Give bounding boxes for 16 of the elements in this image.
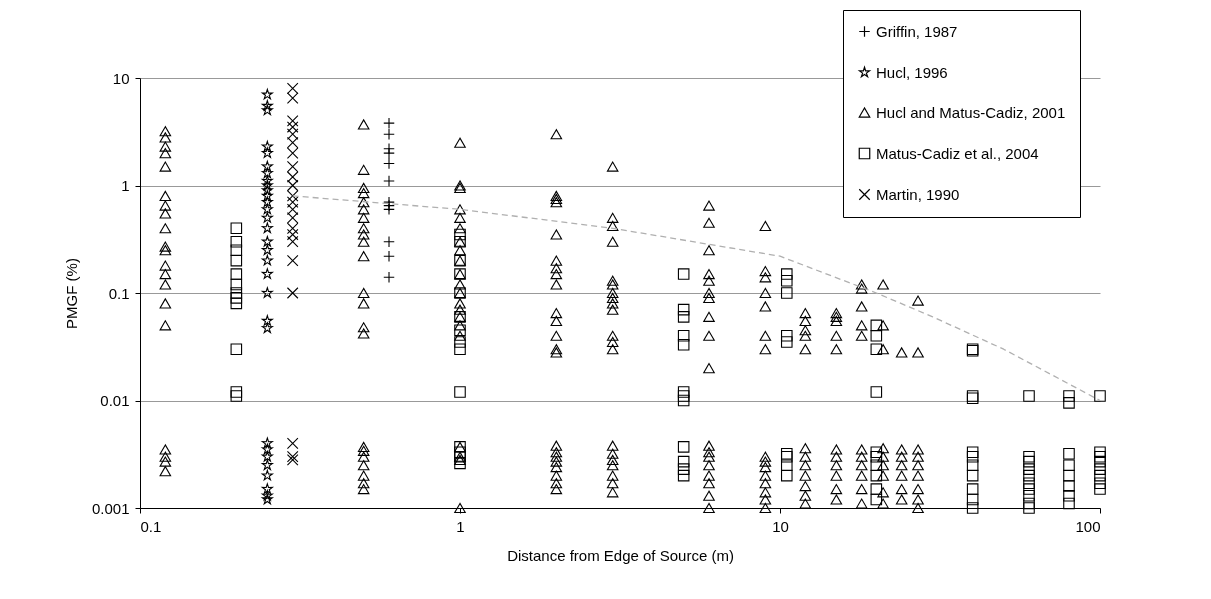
- x-tick-label: 1: [456, 517, 465, 535]
- y-tick-label: 0.01: [100, 392, 130, 409]
- legend-label: Martin, 1990: [876, 185, 960, 203]
- legend-label: Matus-Cadiz et al., 2004: [876, 144, 1039, 162]
- y-tick-label: 0.1: [108, 284, 130, 302]
- x-axis-title: Distance from Edge of Source (m): [507, 546, 734, 564]
- legend-label: Hucl, 1996: [876, 63, 948, 81]
- legend-label: Griffin, 1987: [876, 22, 958, 40]
- y-tick-label: 10: [112, 69, 130, 87]
- y-axis-title: PMGF (%): [62, 258, 80, 329]
- x-tick-label: 100: [1075, 517, 1101, 535]
- x-tick-label: 0.1: [140, 517, 162, 535]
- x-tick-label: 10: [772, 517, 789, 535]
- legend-label: Hucl and Matus-Cadiz, 2001: [876, 103, 1066, 121]
- y-tick-label: 1: [121, 177, 130, 194]
- y-tick-label: 0.001: [91, 499, 130, 517]
